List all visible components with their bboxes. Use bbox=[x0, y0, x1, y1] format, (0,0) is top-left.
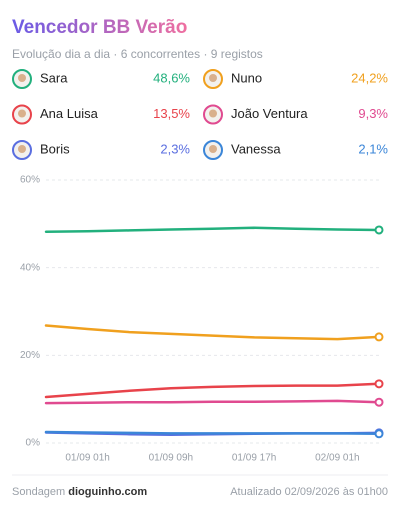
chart-title: Vencedor BB Verão bbox=[12, 17, 187, 38]
series-line bbox=[44, 324, 381, 341]
legend-label: Vanessa bbox=[231, 141, 281, 156]
legend-value: 48,6% bbox=[153, 70, 190, 85]
avatar-face bbox=[209, 74, 217, 82]
y-tick-label: 60% bbox=[20, 175, 40, 186]
x-tick-label: 01/09 09h bbox=[149, 453, 194, 464]
legend-value: 2,3% bbox=[160, 141, 190, 156]
avatar-face bbox=[18, 145, 26, 153]
end-point bbox=[374, 332, 384, 342]
end-point bbox=[374, 225, 384, 235]
y-tick-label: 20% bbox=[20, 350, 40, 361]
x-tick-label: 01/09 17h bbox=[232, 453, 277, 464]
legend-label: Ana Luisa bbox=[40, 106, 99, 121]
x-tick-label: 01/09 01h bbox=[65, 453, 110, 464]
avatar-face bbox=[209, 109, 217, 118]
series-line bbox=[44, 399, 381, 405]
footer-prefix: Sondagem bbox=[12, 486, 65, 498]
legend-value: 24,2% bbox=[351, 70, 388, 85]
series-line bbox=[44, 382, 381, 399]
avatar-face bbox=[18, 109, 26, 118]
y-tick-label: 40% bbox=[20, 262, 40, 273]
avatar-face bbox=[209, 145, 217, 153]
footer-link: dioguinho.com bbox=[68, 486, 147, 498]
legend-label: João Ventura bbox=[231, 106, 308, 121]
legend-label: Sara bbox=[40, 70, 68, 85]
chart-subtitle: Evolução dia a dia · 6 concorrentes · 9 … bbox=[12, 47, 263, 61]
legend-label: Boris bbox=[40, 141, 70, 156]
end-point bbox=[374, 397, 384, 407]
end-point bbox=[374, 429, 384, 439]
legend-value: 13,5% bbox=[153, 106, 190, 121]
legend-label: Nuno bbox=[231, 70, 262, 85]
y-tick-label: 0% bbox=[26, 438, 41, 449]
legend-value: 9,3% bbox=[358, 106, 388, 121]
series-line bbox=[44, 430, 381, 436]
footer-source: Sondagem dioguinho.com bbox=[12, 486, 147, 498]
x-tick-label: 02/09 01h bbox=[315, 453, 360, 464]
series-line bbox=[44, 226, 381, 233]
end-point bbox=[374, 379, 384, 389]
footer-updated: Atualizado 02/09/2026 às 01h00 bbox=[230, 486, 388, 498]
avatar-face bbox=[18, 74, 26, 82]
legend-value: 2,1% bbox=[358, 141, 388, 156]
